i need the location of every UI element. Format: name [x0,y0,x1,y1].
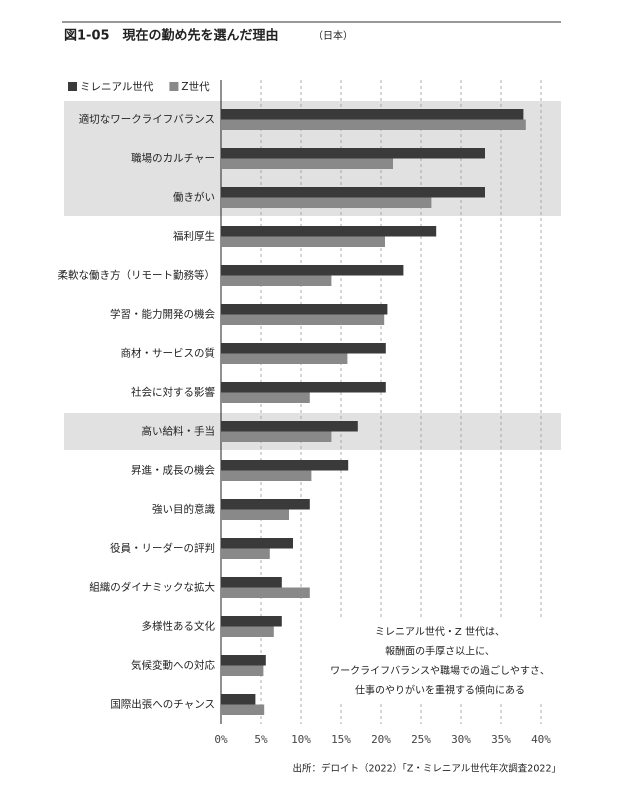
bar [221,655,266,666]
x-tick-label: 20% [371,733,391,746]
x-tick-label: 30% [451,733,471,746]
y-tick-label: 職場のカルチャー [131,152,215,165]
y-tick-label: 気候変動への対応 [131,659,215,672]
bar [221,538,293,549]
highlight-band [64,176,561,180]
chart-subtitle: （日本） [313,29,353,42]
bar [221,343,386,354]
legend-label: Z世代 [181,81,210,93]
y-tick-label: 昇進・成長の機会 [131,464,215,477]
bar [221,148,485,159]
bar [221,187,485,198]
legend-swatch [169,82,179,91]
bar [221,382,386,393]
bar [221,665,264,676]
annotation-box [312,620,558,702]
bar [221,304,388,315]
annotation: ワークライフバランスや職場での過ごしやすさ、 [330,664,550,677]
bar [221,158,393,169]
bar [221,587,310,598]
bar [221,392,310,403]
y-tick-label: 組織のダイナミックな拡大 [89,581,215,594]
bar [221,265,404,276]
bar [221,548,270,559]
y-tick-label: 高い給料・手当 [142,425,216,438]
x-tick-label: 10% [291,733,311,746]
y-tick-label: 社会に対する影響 [131,386,215,399]
bar [221,704,265,715]
y-tick-label: 多様性ある文化 [142,620,216,633]
x-tick-label: 35% [491,733,511,746]
bar [221,470,312,481]
bar [221,499,310,510]
y-tick-label: 国際出張へのチャンス [110,698,215,711]
annotation: ミレニアル世代・Z 世代は、 [375,626,505,638]
y-tick-label: 福利厚生 [173,230,215,243]
highlight-band [64,137,561,141]
legend-swatch [68,82,77,91]
y-tick-label: 働きがい [173,191,215,204]
y-tick-label: 強い目的意識 [152,503,215,516]
bar [221,314,385,325]
bar [221,616,282,627]
y-tick-label: 柔軟な働き方（リモート勤務等） [58,269,216,282]
bar [221,275,332,286]
legend-label: ミレニアル世代 [80,81,154,93]
annotation: 仕事のやりがいを重視する傾向にある [355,684,525,697]
x-tick-label: 0% [214,733,228,746]
y-tick-label: 学習・能力開発の機会 [110,308,215,321]
x-tick-label: 5% [254,733,268,746]
bar [221,460,349,471]
bar [221,353,348,364]
y-tick-label: 役員・リーダーの評判 [110,542,215,555]
source: 出所：デロイト（2022）「Z・ミレニアル世代年次調査2022」 [292,763,561,775]
bar [221,236,385,247]
y-tick-label: 適切なワークライフバランス [79,113,215,126]
x-tick-label: 25% [411,733,431,746]
bar [221,109,524,120]
bar [221,509,289,520]
bar [221,421,358,432]
bar [221,197,432,208]
x-tick-label: 15% [331,733,351,746]
y-tick-label: 商材・サービスの質 [121,347,216,360]
bar [221,694,256,705]
bar [221,626,274,637]
bar [221,119,526,130]
x-tick-label: 40% [531,733,551,746]
bar [221,226,437,237]
bar [221,431,332,442]
bar [221,577,282,588]
annotation: 報酬面の手厚さ以上に、 [385,645,495,658]
chart-title: 図1-05 現在の勤め先を選んだ理由 [64,28,279,44]
